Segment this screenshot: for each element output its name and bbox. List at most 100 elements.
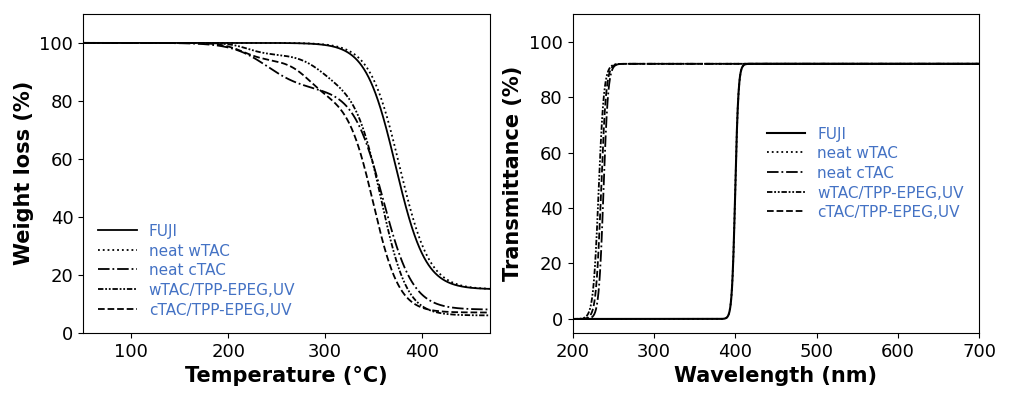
neat wTAC	[484, 286, 496, 291]
cTAC/TPP-EPEG,UV	[484, 310, 496, 315]
neat cTAC	[765, 62, 777, 66]
neat cTAC	[587, 313, 599, 318]
neat wTAC	[275, 40, 287, 45]
X-axis label: Temperature (°C): Temperature (°C)	[185, 366, 388, 386]
Line: neat wTAC: neat wTAC	[83, 43, 490, 289]
FUJI	[472, 286, 484, 291]
cTAC/TPP-EPEG,UV	[962, 62, 974, 66]
FUJI	[567, 316, 579, 321]
neat wTAC	[98, 40, 110, 45]
neat cTAC	[962, 62, 974, 66]
wTAC/TPP-EPEG,UV	[264, 52, 276, 56]
wTAC/TPP-EPEG,UV	[275, 53, 287, 58]
neat cTAC	[683, 62, 695, 66]
wTAC/TPP-EPEG,UV	[962, 62, 974, 66]
Y-axis label: Transmittance (%): Transmittance (%)	[503, 66, 523, 281]
cTAC/TPP-EPEG,UV	[567, 316, 579, 321]
Line: FUJI: FUJI	[573, 64, 979, 319]
neat wTAC	[77, 40, 89, 45]
cTAC/TPP-EPEG,UV	[77, 40, 89, 45]
wTAC/TPP-EPEG,UV	[587, 285, 599, 290]
cTAC/TPP-EPEG,UV	[98, 40, 110, 45]
neat cTAC	[77, 40, 89, 45]
neat cTAC	[753, 62, 766, 66]
Y-axis label: Weight loss (%): Weight loss (%)	[14, 81, 34, 266]
neat cTAC	[567, 316, 579, 321]
wTAC/TPP-EPEG,UV	[567, 316, 579, 321]
neat wTAC	[567, 316, 579, 321]
X-axis label: Wavelength (nm): Wavelength (nm)	[675, 366, 878, 386]
wTAC/TPP-EPEG,UV	[973, 62, 985, 66]
FUJI	[789, 62, 801, 66]
FUJI	[587, 316, 599, 321]
cTAC/TPP-EPEG,UV	[472, 310, 484, 315]
neat wTAC	[887, 62, 899, 66]
FUJI	[887, 62, 899, 66]
neat cTAC	[484, 307, 496, 312]
cTAC/TPP-EPEG,UV	[973, 62, 985, 66]
FUJI	[98, 40, 110, 45]
neat wTAC	[264, 40, 276, 45]
Line: wTAC/TPP-EPEG,UV: wTAC/TPP-EPEG,UV	[83, 43, 490, 315]
cTAC/TPP-EPEG,UV	[397, 290, 409, 295]
neat cTAC	[397, 262, 409, 266]
Legend: FUJI, neat wTAC, neat cTAC, wTAC/TPP-EPEG,UV, cTAC/TPP-EPEG,UV: FUJI, neat wTAC, neat cTAC, wTAC/TPP-EPE…	[91, 216, 303, 325]
wTAC/TPP-EPEG,UV	[765, 62, 777, 66]
FUJI	[397, 194, 409, 199]
cTAC/TPP-EPEG,UV	[887, 62, 899, 66]
cTAC/TPP-EPEG,UV	[264, 58, 276, 62]
FUJI	[765, 62, 777, 66]
neat cTAC	[472, 307, 484, 312]
neat cTAC	[275, 72, 287, 77]
FUJI	[753, 62, 766, 66]
FUJI	[962, 62, 974, 66]
wTAC/TPP-EPEG,UV	[692, 62, 704, 66]
wTAC/TPP-EPEG,UV	[77, 40, 89, 45]
neat wTAC	[587, 316, 599, 321]
wTAC/TPP-EPEG,UV	[472, 313, 484, 318]
neat wTAC	[765, 62, 777, 66]
wTAC/TPP-EPEG,UV	[98, 40, 110, 45]
neat wTAC	[962, 62, 974, 66]
FUJI	[973, 62, 985, 66]
FUJI	[962, 62, 974, 66]
wTAC/TPP-EPEG,UV	[753, 62, 766, 66]
neat wTAC	[753, 62, 766, 66]
cTAC/TPP-EPEG,UV	[275, 60, 287, 65]
Line: cTAC/TPP-EPEG,UV: cTAC/TPP-EPEG,UV	[83, 43, 490, 312]
neat wTAC	[973, 62, 985, 66]
FUJI	[275, 40, 287, 45]
FUJI	[77, 40, 89, 45]
Line: FUJI: FUJI	[83, 43, 490, 289]
wTAC/TPP-EPEG,UV	[397, 277, 409, 282]
Legend: FUJI, neat wTAC, neat cTAC, wTAC/TPP-EPEG,UV, cTAC/TPP-EPEG,UV: FUJI, neat wTAC, neat cTAC, wTAC/TPP-EPE…	[760, 119, 972, 228]
Line: neat wTAC: neat wTAC	[573, 64, 979, 319]
neat cTAC	[264, 66, 276, 70]
cTAC/TPP-EPEG,UV	[587, 305, 599, 310]
neat wTAC	[789, 62, 801, 66]
cTAC/TPP-EPEG,UV	[689, 62, 701, 66]
FUJI	[264, 40, 276, 45]
FUJI	[472, 286, 484, 291]
FUJI	[484, 286, 496, 291]
neat wTAC	[472, 286, 484, 290]
cTAC/TPP-EPEG,UV	[765, 62, 777, 66]
neat wTAC	[962, 62, 974, 66]
wTAC/TPP-EPEG,UV	[887, 62, 899, 66]
neat cTAC	[973, 62, 985, 66]
wTAC/TPP-EPEG,UV	[472, 313, 484, 318]
neat wTAC	[472, 286, 484, 290]
wTAC/TPP-EPEG,UV	[484, 313, 496, 318]
neat cTAC	[472, 307, 484, 312]
cTAC/TPP-EPEG,UV	[753, 62, 766, 66]
Line: neat cTAC: neat cTAC	[573, 64, 979, 319]
neat cTAC	[98, 40, 110, 45]
cTAC/TPP-EPEG,UV	[472, 310, 484, 315]
Line: cTAC/TPP-EPEG,UV: cTAC/TPP-EPEG,UV	[573, 64, 979, 319]
Line: neat cTAC: neat cTAC	[83, 43, 490, 310]
neat cTAC	[962, 62, 974, 66]
cTAC/TPP-EPEG,UV	[962, 62, 974, 66]
wTAC/TPP-EPEG,UV	[962, 62, 974, 66]
Line: wTAC/TPP-EPEG,UV: wTAC/TPP-EPEG,UV	[573, 64, 979, 319]
neat cTAC	[887, 62, 899, 66]
